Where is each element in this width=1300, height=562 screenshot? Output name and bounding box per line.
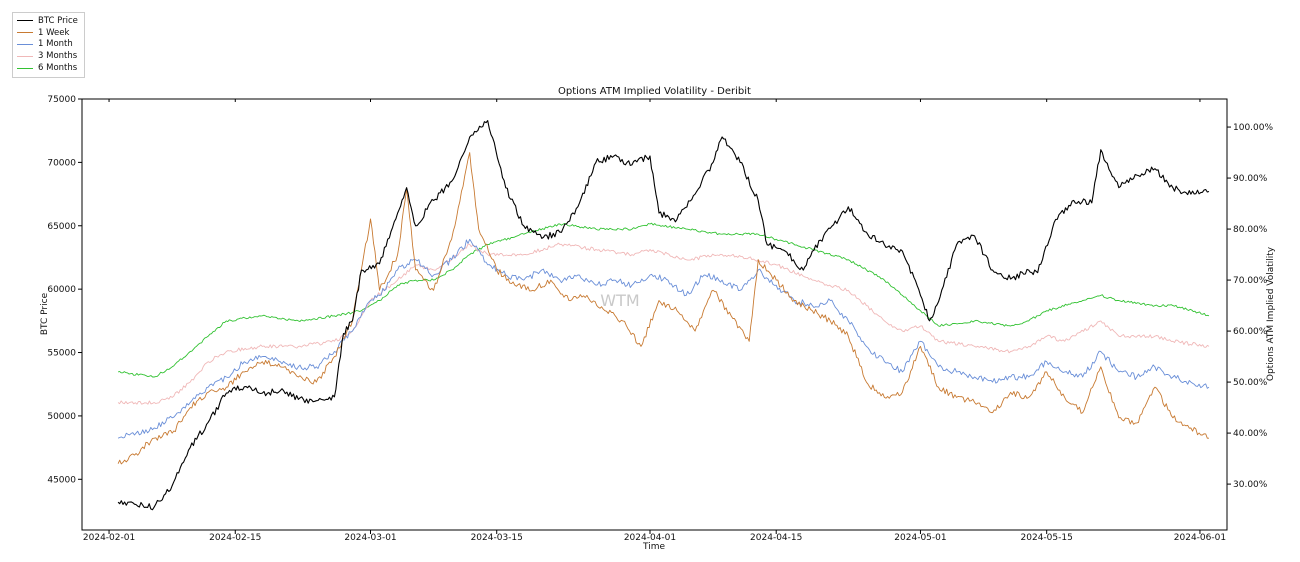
series-layer <box>117 120 1210 511</box>
x-axis: 2024-02-01 2024-02-15 2024-03-01 2024-03-15… <box>83 99 1226 543</box>
legend-label: BTC Price <box>38 15 78 26</box>
left-tick-label: 45000 <box>47 475 76 485</box>
right-tick-label: 80.00% <box>1233 225 1268 235</box>
x-tick-label: 2024-04-01 <box>624 533 676 543</box>
right-tick-label: 60.00% <box>1233 327 1268 337</box>
x-tick-label: 2024-03-15 <box>471 533 523 543</box>
x-tick-label: 2024-06-01 <box>1174 533 1226 543</box>
legend-item: 1 Month <box>17 39 78 51</box>
legend-label: 1 Month <box>38 39 73 50</box>
legend-label: 6 Months <box>38 63 78 74</box>
legend-swatch <box>17 67 33 69</box>
legend-item: BTC Price <box>17 15 78 27</box>
legend-swatch <box>17 20 33 22</box>
legend-item: 6 Months <box>17 62 78 74</box>
left-axis: 45000 50000 55000 60000 65000 70000 75000 <box>47 95 82 485</box>
plot-frame <box>81 98 1228 531</box>
left-tick-label: 65000 <box>47 222 76 232</box>
chart-title: Options ATM Implied Volatility - Deribit <box>558 86 751 97</box>
legend-swatch <box>17 32 33 34</box>
right-tick-label: 30.00% <box>1233 480 1268 490</box>
x-tick-label: 2024-05-01 <box>894 533 946 543</box>
right-tick-label: 50.00% <box>1233 378 1268 388</box>
x-axis-label: Time <box>642 542 665 552</box>
series-line-1-week <box>117 152 1209 465</box>
legend-swatch <box>17 55 33 57</box>
series-line-1-month <box>117 238 1210 439</box>
right-tick-label: 90.00% <box>1233 174 1268 184</box>
left-tick-label: 60000 <box>47 285 76 295</box>
left-tick-label: 50000 <box>47 412 76 422</box>
series-line-3-months <box>117 242 1210 405</box>
right-axis-label: Options ATM Implied Volatility <box>1266 246 1276 381</box>
legend-item: 1 Week <box>17 27 78 39</box>
left-tick-label: 75000 <box>47 95 76 105</box>
watermark: WTM <box>600 291 639 310</box>
x-tick-label: 2024-03-01 <box>344 533 396 543</box>
series-line-6-months <box>117 222 1210 378</box>
legend-label: 1 Week <box>38 27 70 38</box>
left-tick-label: 55000 <box>47 349 76 359</box>
legend-swatch <box>17 43 33 45</box>
legend-label: 3 Months <box>38 51 78 62</box>
x-tick-label: 2024-05-15 <box>1021 533 1073 543</box>
legend-item: 3 Months <box>17 50 78 62</box>
right-axis: 30.00% 40.00% 50.00% 60.00% 70.00% 80.00% 90.0… <box>1227 123 1273 490</box>
left-tick-label: 70000 <box>47 158 76 168</box>
legend: BTC Price 1 Week 1 Month 3 Months 6 Months <box>12 12 85 78</box>
series-line-btc-price <box>117 120 1210 511</box>
right-tick-label: 100.00% <box>1233 123 1273 133</box>
right-tick-label: 40.00% <box>1233 429 1268 439</box>
x-tick-label: 2024-02-15 <box>209 533 261 543</box>
x-tick-label: 2024-02-01 <box>83 533 135 543</box>
right-tick-label: 70.00% <box>1233 276 1268 286</box>
left-axis-label: BTC Price <box>40 292 50 335</box>
x-tick-label: 2024-04-15 <box>750 533 802 543</box>
